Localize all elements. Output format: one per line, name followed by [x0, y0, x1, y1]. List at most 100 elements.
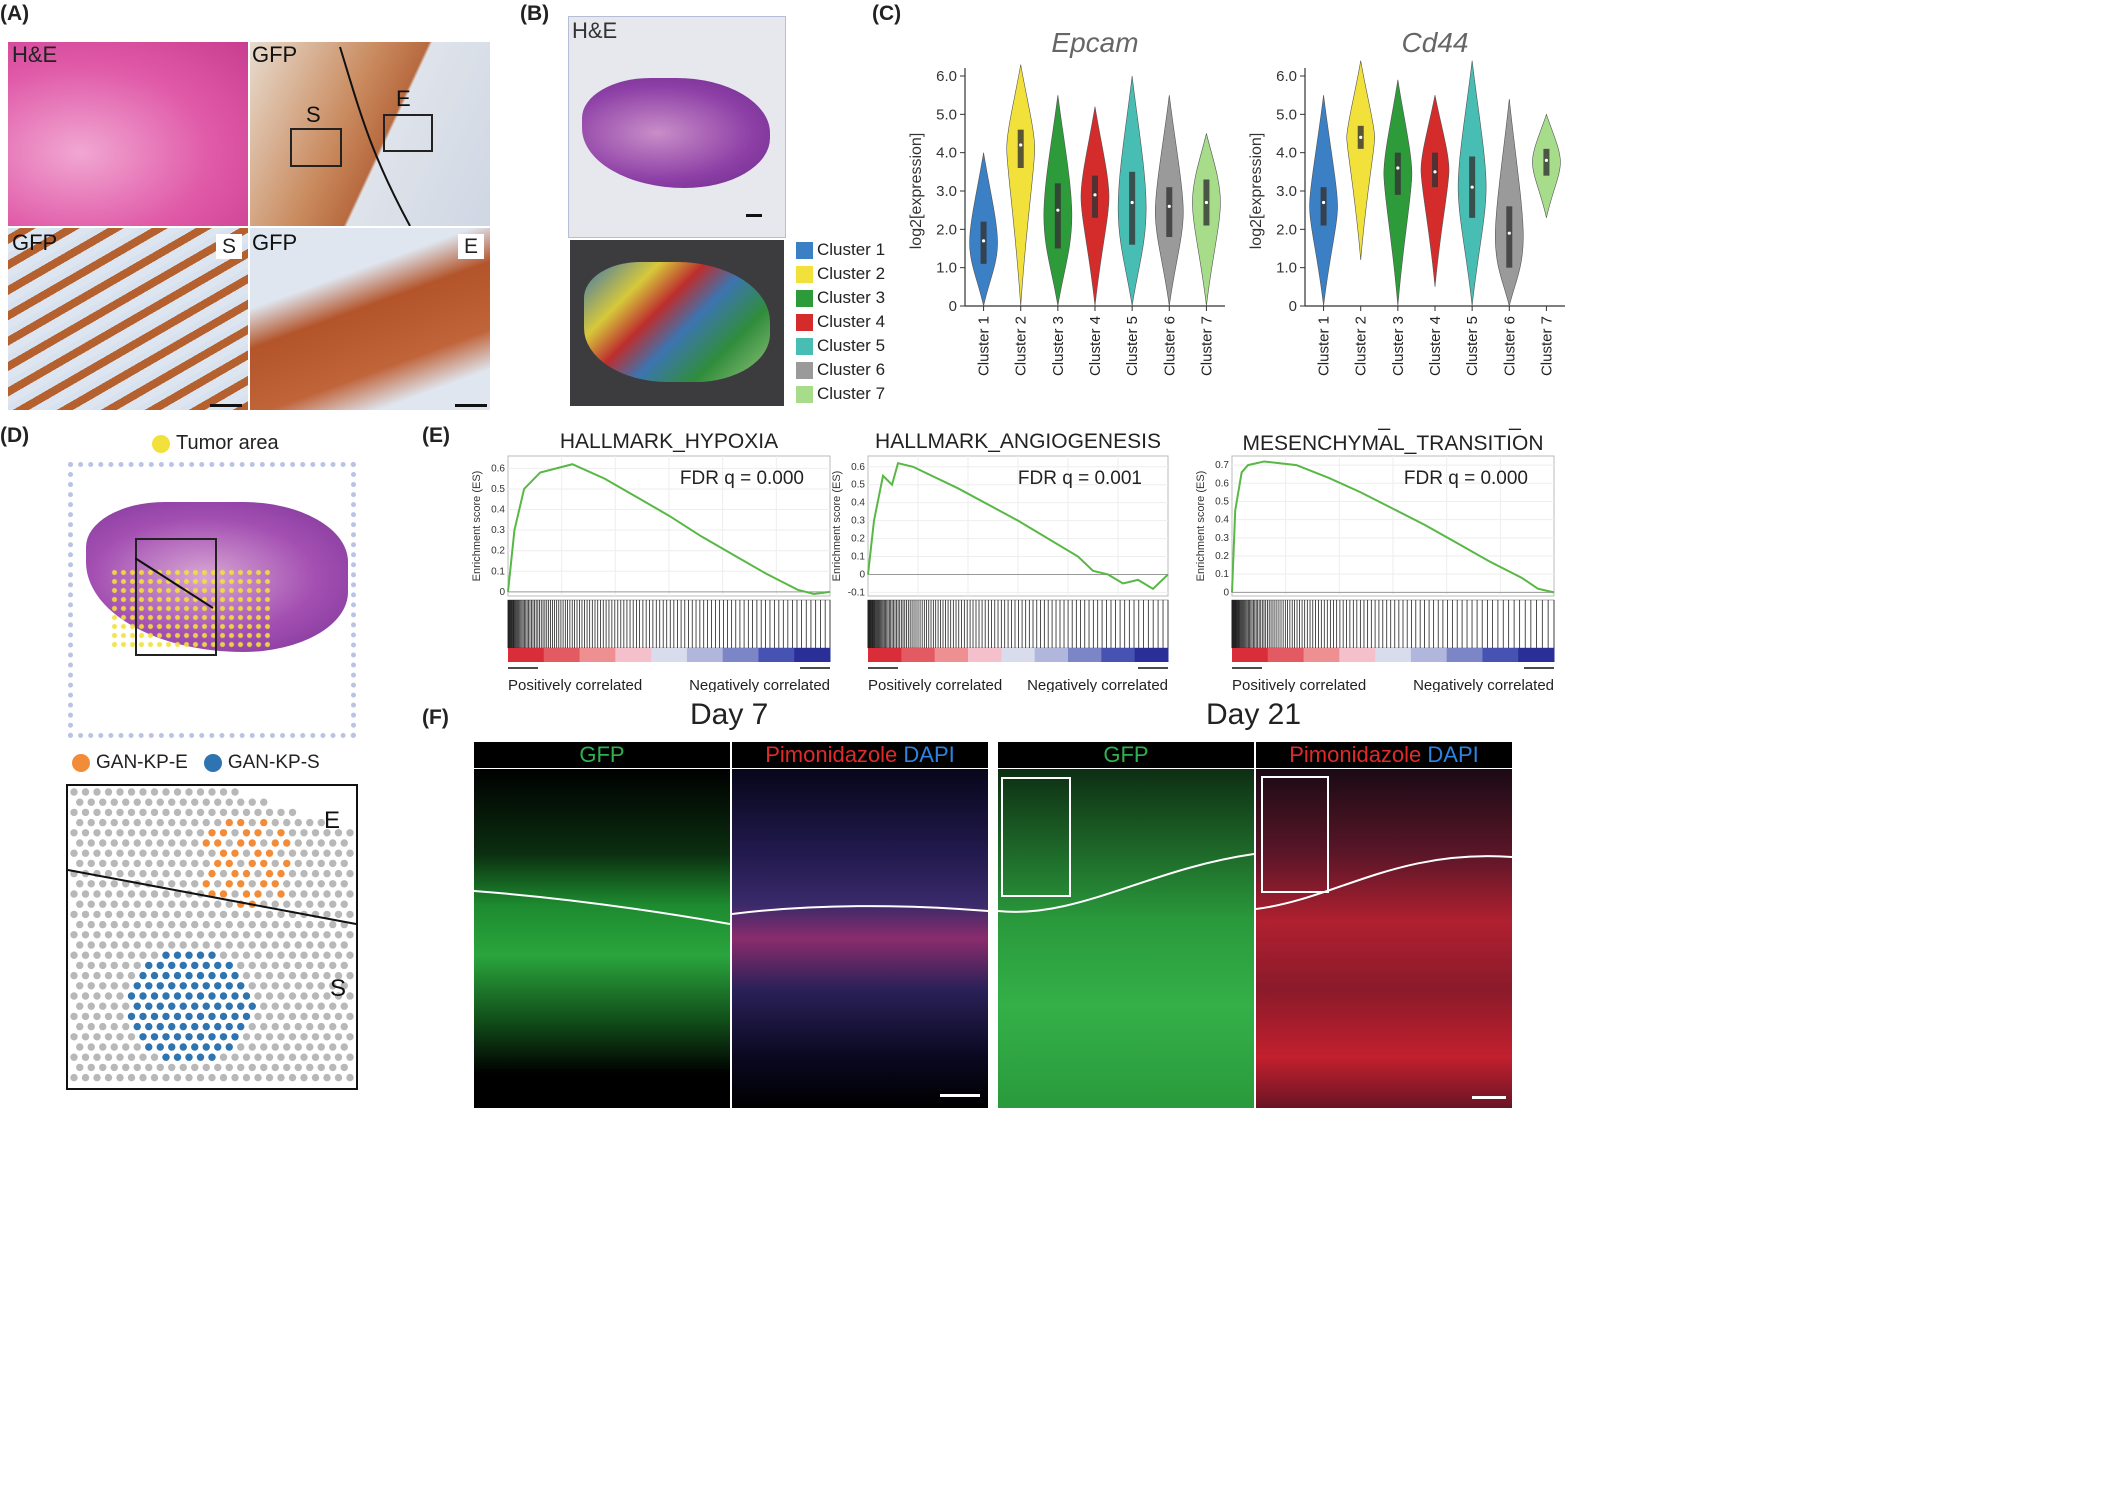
spot	[340, 839, 348, 847]
spot	[231, 931, 239, 939]
spot	[156, 798, 164, 806]
spot	[76, 1043, 84, 1051]
cluster-legend-item: Cluster 1	[796, 240, 885, 260]
cluster-swatch	[796, 337, 813, 355]
ranked-list-bar	[1101, 648, 1136, 662]
spot	[93, 1012, 101, 1021]
spot	[260, 920, 268, 929]
spot	[191, 818, 199, 827]
violin-shape	[1006, 64, 1036, 307]
gan-kp-e-spot	[208, 829, 216, 837]
x-tick-label: Cluster 7	[1198, 316, 1215, 376]
x-tick-label: Cluster 5	[1124, 316, 1141, 376]
ranked-list-bar	[1001, 648, 1036, 662]
spot	[191, 859, 199, 868]
spot	[70, 1033, 78, 1041]
gan-kp-s-spot	[196, 1053, 205, 1061]
spot	[70, 788, 78, 796]
x-tick-label: Cluster 1	[976, 316, 993, 376]
spot	[300, 829, 308, 837]
spot	[265, 890, 274, 898]
y-tick-label: 4.0	[936, 145, 957, 162]
spot	[122, 1063, 130, 1072]
spot	[329, 982, 337, 990]
spot	[214, 941, 222, 949]
spot	[340, 941, 348, 949]
gan-kp-s-spot	[208, 992, 216, 1000]
spot	[150, 1073, 159, 1082]
spot	[133, 1063, 141, 1072]
spot	[156, 941, 164, 949]
spot	[76, 859, 84, 868]
spot	[277, 1012, 285, 1021]
spot	[329, 1063, 337, 1072]
spot	[260, 1022, 268, 1031]
spot	[219, 808, 228, 817]
gan-kp-e-spot	[283, 839, 291, 847]
gan-kp-s-spot	[202, 1043, 210, 1051]
spot	[139, 910, 147, 919]
day21-pimo-boundary	[1256, 776, 1512, 910]
panel-b-cluster-spots	[584, 262, 770, 382]
x-tick-label: Cluster 2	[1353, 316, 1370, 376]
day7-pimo-boundary	[732, 905, 988, 915]
gsea-chart: HALLMARK_EPITHELIAL_MESENCHYMAL_TRANSITI…	[1195, 426, 1555, 692]
gan-kp-s-spot	[202, 1002, 210, 1010]
gan-kp-s-label: GAN-KP-S	[227, 752, 320, 773]
cluster-legend-item: Cluster 6	[796, 360, 885, 380]
spot	[99, 1043, 107, 1051]
x-tick-label: Cluster 4	[1087, 316, 1104, 376]
spot	[104, 910, 113, 919]
spot	[283, 880, 291, 888]
violin-iqr-box	[1506, 206, 1513, 268]
spot	[334, 931, 343, 939]
spot	[168, 900, 176, 908]
spot	[116, 910, 124, 919]
gan-kp-s-spot	[168, 1002, 176, 1010]
gan-kp-s-spot	[237, 1002, 245, 1010]
spot	[334, 890, 343, 898]
gan-kp-s-spot	[139, 1012, 147, 1021]
panel-a-gfp-s-label: GFP	[12, 230, 58, 255]
cluster-legend-item: Cluster 7	[796, 384, 885, 404]
ranked-list-bar	[1482, 648, 1519, 662]
spot	[116, 1012, 124, 1021]
spot	[173, 808, 182, 817]
violin-iqr-box	[1320, 187, 1327, 226]
spot	[87, 818, 95, 827]
spot	[70, 951, 78, 959]
fdr-annotation: FDR q = 0.000	[680, 468, 804, 489]
spot	[81, 1012, 90, 1021]
tumor-area-label: Tumor area	[176, 432, 279, 454]
spot	[139, 849, 147, 857]
gan-kp-s-spot	[162, 1053, 170, 1061]
day21-pimo-header: Pimonidazole DAPI	[1256, 742, 1512, 768]
spot	[334, 1033, 343, 1041]
spot	[323, 849, 331, 857]
spot	[306, 818, 314, 827]
gan-kp-s-spot	[145, 1043, 153, 1051]
panel-a-he-label: H&E	[12, 42, 58, 67]
gan-kp-s-spot	[145, 961, 153, 970]
gan-kp-s-spot	[168, 982, 176, 990]
spot	[127, 829, 136, 837]
spot	[334, 951, 343, 959]
spot	[311, 1033, 320, 1041]
gan-kp-s-spot	[214, 1043, 222, 1051]
spot	[127, 951, 136, 959]
spot	[122, 839, 130, 847]
spot	[300, 890, 308, 898]
day7-gfp-header: GFP	[474, 742, 730, 768]
spot	[145, 1063, 153, 1072]
y-axis-label: Enrichment score (ES)	[471, 471, 483, 582]
spot	[237, 941, 245, 949]
day21-gfp-boundary	[998, 777, 1254, 913]
spot	[225, 941, 233, 949]
spot	[225, 798, 233, 806]
day21-gfp-header: GFP	[998, 742, 1254, 768]
gan-kp-e-spot	[242, 869, 251, 878]
spot	[260, 961, 268, 970]
gan-kp-s-spot	[168, 1022, 176, 1031]
spot	[70, 1012, 78, 1021]
spot	[122, 982, 130, 990]
